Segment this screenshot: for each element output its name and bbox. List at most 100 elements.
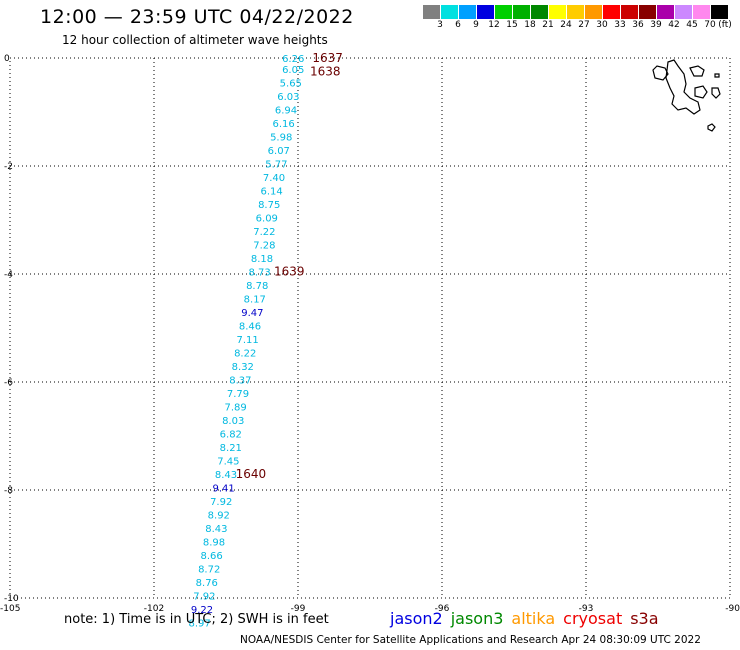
latitude-tick-label: -8 [4,486,13,496]
island-coastline [714,73,720,78]
legend-label: 24 [560,20,572,30]
legend-label: 45 [686,20,698,30]
wave-height-value: 7.79 [227,389,249,400]
wave-height-value: 8.73 [248,267,270,278]
wave-height-value: 7.28 [253,240,275,251]
time-label: 1640 [236,467,267,481]
wave-height-value: 8.18 [251,254,273,265]
longitude-tick-label: -105 [0,604,20,614]
wave-height-value: 7.89 [224,402,246,413]
wave-height-value: 8.43 [215,470,237,481]
satellite-jason3: jason3 [450,609,504,628]
footer-credit: NOAA/NESDIS Center for Satellite Applica… [240,634,701,646]
wave-height-value: 8.43 [205,524,227,535]
wave-height-value: 6.05 [282,65,304,76]
legend-swatch [566,5,584,19]
wave-height-value: 6.07 [268,146,290,157]
wave-height-value: 6.03 [277,92,299,103]
legend-swatch [530,5,548,19]
wave-height-value: 8.37 [229,375,251,386]
legend-swatch [476,5,494,19]
legend-label: 70 [704,20,716,30]
legend-swatch [656,5,674,19]
latitude-tick-label: 0 [4,54,10,64]
map-frame [9,57,731,599]
legend-label: 33 [614,20,626,30]
wave-height-value: 6.94 [275,105,297,116]
satellite-jason2: jason2 [390,609,443,628]
longitude-tick-label: -93 [579,604,594,614]
wave-height-value: 9.41 [212,483,234,494]
wave-height-value: 9.22 [191,605,213,616]
legend-swatch [602,5,620,19]
legend-label: 3 [437,20,443,30]
wave-height-value: 5.77 [265,159,287,170]
satellite-key: jason2 jason3 altika cryosat s3a [390,609,667,628]
wave-height-value: 8.98 [203,537,225,548]
longitude-tick-label: -102 [144,604,164,614]
wave-height-value: 8.72 [198,564,220,575]
legend-labels: 3 6 9 12 15 18 21 24 27 30 33 36 39 42 45 70 (ft) [422,19,740,31]
color-legend: 3 6 9 12 15 18 21 24 27 30 33 36 39 42 45 70 (ft) [422,5,740,31]
wave-height-value: 7.11 [236,335,258,346]
wave-height-value: 7.92 [210,497,232,508]
wave-height-value: 6.82 [220,429,242,440]
legend-label: 15 [506,20,518,30]
wave-height-value: 7.40 [263,173,285,184]
legend-swatch [512,5,530,19]
island-coastline [694,85,708,99]
legend-swatch [584,5,602,19]
longitude-tick-label: -90 [725,604,740,614]
wave-height-value: 8.03 [222,416,244,427]
legend-swatch [674,5,692,19]
footer-note: note: 1) Time is in UTC; 2) SWH is in fe… [64,612,329,627]
legend-swatch [458,5,476,19]
legend-swatch [440,5,458,19]
page-subtitle: 12 hour collection of altimeter wave hei… [62,33,328,47]
legend-label: 12 [488,20,500,30]
legend-label: 18 [524,20,536,30]
legend-swatches [422,5,740,19]
wave-height-value: 8.21 [220,443,242,454]
satellite-altika: altika [511,609,556,628]
legend-label: 6 [455,20,461,30]
latitude-tick-label: -6 [4,378,13,388]
wave-height-value: 5.98 [270,132,292,143]
satellite-s3a: s3a [630,609,659,628]
wave-height-value: 7.45 [217,456,239,467]
latitude-tick-label: -4 [4,270,13,280]
page-title: 12:00 — 23:59 UTC 04/22/2022 [40,6,354,28]
island-coastline [711,87,721,99]
wave-height-value: 5.65 [280,78,302,89]
wave-height-value: 6.26 [282,54,304,65]
wave-height-value: 8.46 [239,321,261,332]
wave-height-value: 9.47 [241,308,263,319]
wave-height-value: 8.66 [200,551,222,562]
island-coastline [689,65,705,77]
legend-swatch [548,5,566,19]
legend-swatch [638,5,656,19]
wave-height-value: 8.17 [244,294,266,305]
wave-height-value: 8.32 [232,362,254,373]
island-coastline [665,59,701,115]
longitude-tick-label: -99 [291,604,306,614]
legend-label: 36 [632,20,644,30]
latitude-tick-label: -10 [4,594,19,604]
time-label: 1639 [274,264,305,278]
time-label: 1638 [310,65,341,79]
longitude-tick-label: -96 [435,604,450,614]
wave-height-value: 8.75 [258,200,280,211]
wave-height-value: 6.14 [260,186,282,197]
legend-label: 27 [578,20,590,30]
latitude-tick-label: -2 [4,162,13,172]
legend-swatch [494,5,512,19]
legend-swatch [422,5,440,19]
legend-label: 39 [650,20,662,30]
wave-height-value: 8.97 [188,618,210,629]
wave-height-value: 8.76 [196,578,218,589]
legend-swatch [620,5,638,19]
time-label: 1637 [312,51,343,65]
satellite-cryosat: cryosat [563,609,623,628]
wave-height-value: 8.22 [234,348,256,359]
